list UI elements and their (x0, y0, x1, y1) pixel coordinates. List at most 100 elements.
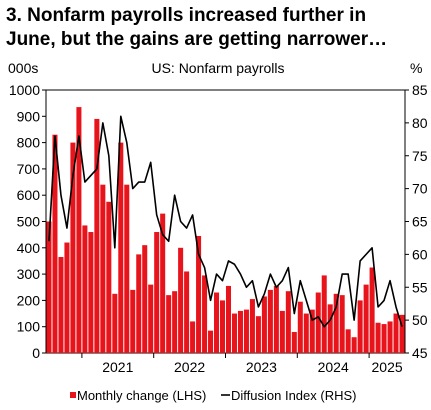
chart-title-line-1: 3. Nonfarm payrolls increased further in (6, 5, 367, 26)
x-tick-label: 2024 (318, 359, 349, 375)
bar (178, 247, 184, 353)
bar (255, 316, 261, 353)
right-tick-label: 65 (412, 214, 428, 230)
chart-title: 3. Nonfarm payrolls increased further in… (6, 4, 426, 52)
bar (154, 232, 160, 353)
right-tick-label: 60 (412, 246, 428, 262)
right-tick-label: 75 (412, 148, 428, 164)
bar (279, 310, 285, 353)
bar (208, 330, 214, 353)
bar-series (46, 107, 405, 354)
bar (70, 142, 76, 353)
legend-bar-swatch (70, 392, 76, 398)
x-tick-label: 2023 (246, 359, 277, 375)
left-tick-label: 700 (17, 161, 41, 177)
left-tick-label: 400 (17, 240, 41, 256)
chart-title-line-2: June, but the gains are getting narrower… (6, 29, 388, 50)
bar (166, 295, 172, 353)
right-tick-label: 80 (412, 115, 428, 131)
bar (327, 304, 333, 353)
x-tick-label: 2021 (102, 359, 133, 375)
bar (357, 300, 363, 353)
bar (237, 310, 243, 353)
bar (231, 313, 237, 353)
bar (249, 299, 255, 353)
right-tick-label: 55 (412, 279, 428, 295)
left-axis: 0 100 200 300 400 500 600 700 800 900 1000 (9, 82, 46, 361)
bar (285, 291, 291, 353)
bar (345, 329, 351, 353)
bar (202, 275, 208, 353)
right-axis-unit: % (410, 60, 422, 76)
bar (321, 275, 327, 353)
bar (58, 257, 64, 353)
left-tick-label: 600 (17, 187, 41, 203)
right-tick-label: 70 (412, 181, 428, 197)
bar (118, 142, 124, 353)
left-tick-label: 800 (17, 135, 41, 151)
bar (381, 324, 387, 353)
bar (196, 235, 202, 353)
bar (369, 267, 375, 353)
bar (339, 295, 345, 353)
bar (273, 285, 279, 353)
bar (333, 293, 339, 353)
bar (46, 221, 52, 353)
left-tick-label: 0 (32, 345, 40, 361)
chart-subtitle: US: Nonfarm payrolls (151, 60, 284, 76)
bar (351, 337, 357, 353)
bar (112, 293, 118, 353)
bar (315, 292, 321, 353)
bar (100, 184, 106, 353)
diffusion-index-line (48, 115, 403, 328)
bar (303, 313, 309, 353)
legend-bar-label: Monthly change (LHS) (77, 388, 206, 403)
right-tick-label: 50 (412, 312, 428, 328)
bar (88, 232, 94, 353)
right-tick-label: 45 (412, 345, 428, 361)
bar (172, 291, 178, 353)
bar (142, 245, 148, 353)
bar (225, 285, 232, 353)
bar (375, 322, 381, 353)
bar (52, 134, 58, 353)
bar (82, 225, 88, 353)
left-tick-label: 200 (17, 292, 41, 308)
x-tick-label: 2025 (372, 359, 403, 375)
bar (214, 292, 220, 353)
bar (94, 118, 100, 354)
left-tick-label: 300 (17, 266, 41, 282)
bar (291, 331, 297, 353)
left-tick-label: 100 (17, 319, 41, 335)
bar (309, 309, 315, 353)
left-tick-label: 900 (17, 108, 41, 124)
bar (148, 284, 154, 353)
bar (160, 213, 166, 353)
plot-frame (45, 89, 406, 354)
left-axis-unit: 000s (8, 60, 38, 76)
x-axis: 2021 2022 2023 2024 2025 (81, 353, 403, 375)
bar (399, 314, 405, 353)
left-tick-label: 500 (17, 214, 41, 230)
bar (184, 271, 190, 353)
right-tick-label: 85 (412, 82, 428, 98)
legend-line-label: Diffusion Index (RHS) (231, 388, 356, 403)
bar (130, 289, 136, 353)
bar (124, 184, 130, 353)
bar (190, 321, 196, 353)
left-tick-label: 1000 (9, 82, 40, 98)
legend: Monthly change (LHS) Diffusion Index (RH… (70, 388, 356, 403)
bar (297, 301, 303, 353)
bar (64, 242, 70, 353)
right-axis: 45 50 55 60 65 70 75 80 85 (405, 82, 428, 361)
bar (267, 289, 273, 353)
bar (106, 201, 112, 353)
bar (76, 107, 82, 353)
bar (220, 300, 226, 353)
bar (261, 296, 267, 353)
bar (243, 309, 249, 353)
bar (387, 321, 393, 353)
x-tick-label: 2022 (174, 359, 205, 375)
bar (136, 254, 142, 354)
